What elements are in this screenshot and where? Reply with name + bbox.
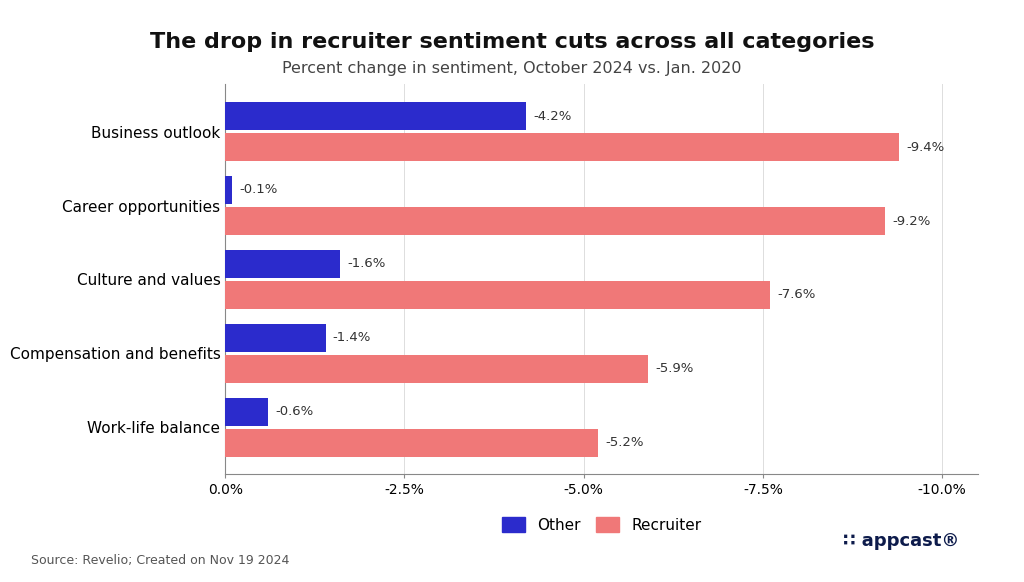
Text: Source: Revelio; Created on Nov 19 2024: Source: Revelio; Created on Nov 19 2024: [31, 555, 289, 567]
Text: -4.2%: -4.2%: [534, 109, 571, 123]
Text: -0.6%: -0.6%: [275, 405, 313, 418]
Text: ∷ appcast®: ∷ appcast®: [843, 532, 959, 550]
Bar: [225, 176, 232, 204]
Legend: Other, Recruiter: Other, Recruiter: [496, 510, 708, 539]
Bar: [225, 398, 268, 425]
Text: -7.6%: -7.6%: [777, 288, 815, 301]
Text: -0.1%: -0.1%: [240, 183, 278, 197]
Text: Percent change in sentiment, October 2024 vs. Jan. 2020: Percent change in sentiment, October 202…: [283, 61, 741, 76]
Text: -5.2%: -5.2%: [605, 436, 644, 449]
Bar: [225, 428, 598, 457]
Bar: [225, 354, 648, 383]
Text: -1.6%: -1.6%: [347, 257, 385, 271]
Bar: [225, 102, 526, 130]
Text: -5.9%: -5.9%: [655, 362, 693, 375]
Bar: [225, 207, 885, 235]
Text: -1.4%: -1.4%: [333, 331, 371, 344]
Bar: [225, 324, 326, 352]
Bar: [225, 250, 340, 278]
Text: -9.2%: -9.2%: [892, 215, 930, 228]
Text: The drop in recruiter sentiment cuts across all categories: The drop in recruiter sentiment cuts acr…: [150, 32, 874, 52]
Bar: [225, 281, 770, 309]
Text: -9.4%: -9.4%: [906, 141, 944, 154]
Bar: [225, 133, 899, 161]
